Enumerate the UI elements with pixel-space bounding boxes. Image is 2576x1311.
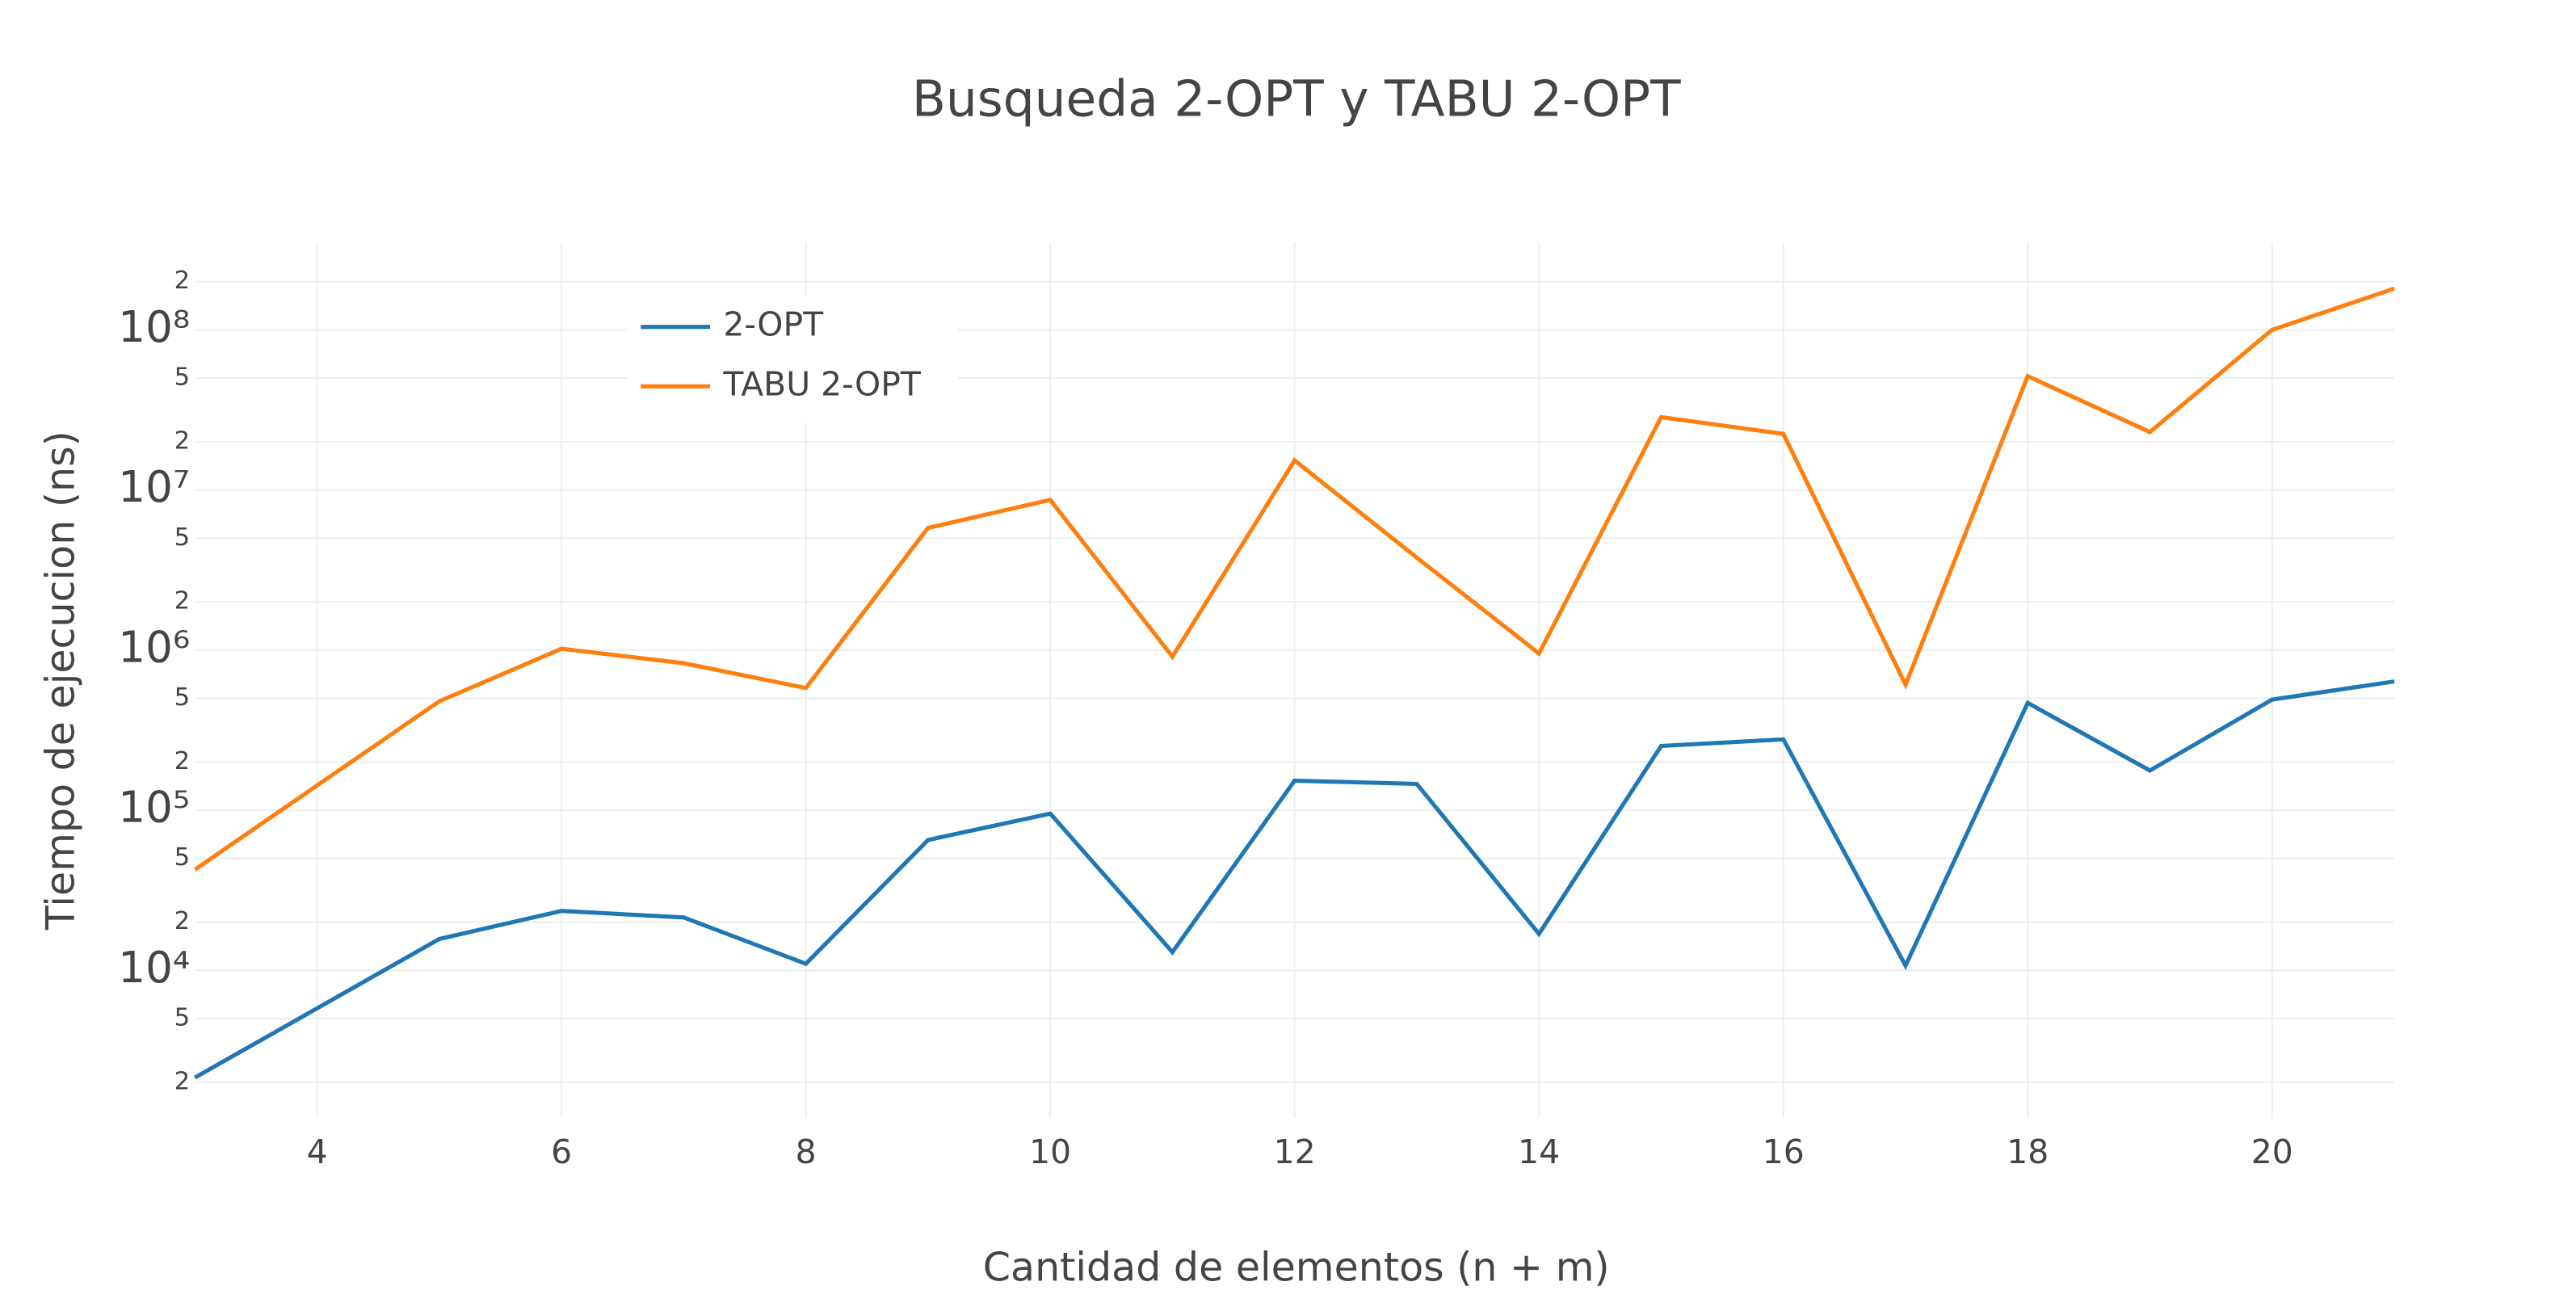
grid [195, 242, 2395, 1118]
y-tick-label: 2 [174, 747, 191, 775]
y-tick-label: 5 [174, 683, 191, 712]
legend-box [627, 296, 958, 423]
y-tick-label: 2 [174, 267, 191, 295]
x-tick-label: 14 [1518, 1132, 1560, 1171]
y-tick-label: 2 [174, 907, 191, 935]
series-line [193, 286, 2395, 872]
y-tick-label: 2 [174, 426, 191, 455]
x-tick-label: 16 [1763, 1132, 1805, 1171]
y-tick-label: 10⁸ [118, 302, 190, 352]
y-tick-label: 2 [174, 1067, 191, 1095]
chart-title: Busqueda 2-OPT y TABU 2-OPT [912, 70, 1681, 128]
x-tick-label: 12 [1274, 1132, 1316, 1171]
series-line [194, 679, 2395, 1080]
x-axis-label: Cantidad de elementos (n + m) [983, 1243, 1610, 1290]
x-tick-label: 18 [2007, 1132, 2049, 1171]
y-axis-label: Tiempo de ejecucion (ns) [36, 431, 83, 931]
y-tick-label: 5 [174, 1003, 191, 1032]
x-tick-label: 10 [1029, 1132, 1071, 1171]
legend-label: TABU 2-OPT [722, 364, 921, 403]
y-tick-label: 2 [174, 587, 191, 616]
y-tick-label: 10⁴ [118, 943, 190, 993]
y-tick-label: 5 [174, 363, 191, 392]
y-tick-label: 5 [174, 843, 191, 872]
y-tick-label: 5 [174, 523, 191, 552]
x-tick-label: 20 [2251, 1132, 2293, 1171]
y-tick-label: 10⁶ [118, 622, 190, 672]
y-tick-label: 10⁵ [118, 783, 190, 833]
x-tick-label: 6 [551, 1132, 572, 1171]
x-tick-label: 4 [307, 1132, 328, 1171]
legend-label: 2-OPT [723, 305, 824, 344]
y-tick-label: 10⁷ [118, 462, 190, 512]
x-tick-label: 8 [796, 1132, 817, 1171]
